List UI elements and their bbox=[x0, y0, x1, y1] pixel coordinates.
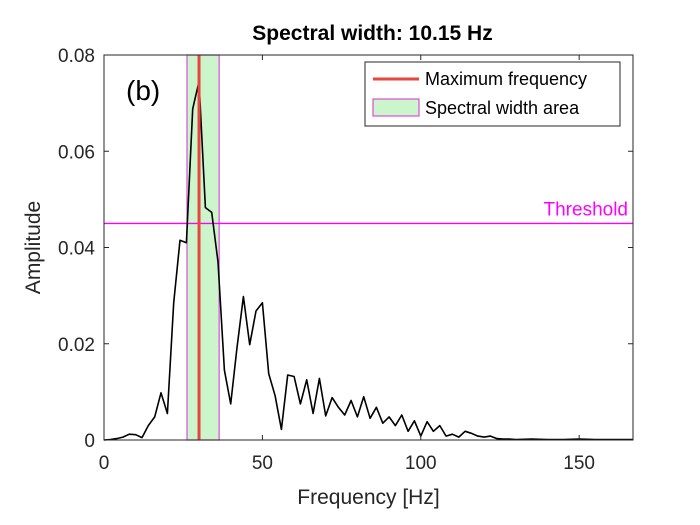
spectrum-series-line bbox=[103, 80, 633, 441]
y-axis-label: Amplitude bbox=[22, 201, 45, 294]
x-tick-label: 150 bbox=[563, 453, 595, 474]
legend: Maximum frequency Spectral width area bbox=[364, 61, 621, 127]
y-tick-label: 0.06 bbox=[58, 142, 95, 163]
y-tick-label: 0.02 bbox=[58, 335, 95, 356]
x-tick-label: 0 bbox=[99, 453, 110, 474]
legend-max-frequency-label: Maximum frequency bbox=[425, 69, 587, 89]
legend-spectral-width-swatch bbox=[372, 98, 420, 117]
chart-title: Spectral width: 10.15 Hz bbox=[252, 22, 492, 45]
threshold-label: Threshold bbox=[544, 199, 629, 220]
axis-ticks: 0 50 100 150 0 0.02 0.04 0.06 0.08 bbox=[58, 46, 633, 474]
y-tick-label: 0.04 bbox=[58, 239, 95, 260]
panel-label: (b) bbox=[126, 75, 160, 106]
x-axis-label: Frequency [Hz] bbox=[297, 486, 439, 509]
y-tick-label: 0 bbox=[84, 431, 95, 452]
x-tick-label: 50 bbox=[252, 453, 273, 474]
legend-spectral-width-label: Spectral width area bbox=[425, 98, 580, 118]
y-tick-label: 0.08 bbox=[58, 46, 95, 67]
x-tick-label: 100 bbox=[405, 453, 437, 474]
